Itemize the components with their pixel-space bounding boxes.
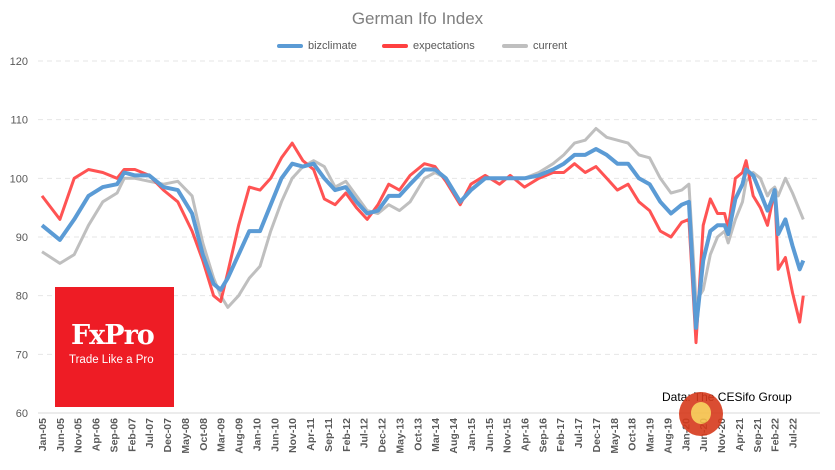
y-tick-label: 120 (10, 56, 28, 68)
x-tick-label: Jun-15 (484, 418, 496, 452)
y-tick-label: 80 (16, 291, 28, 303)
series-line-bizclimate (40, 147, 806, 330)
x-tick-label: Jul-22 (788, 418, 800, 449)
x-tick-label: Jun-10 (269, 418, 281, 452)
x-tick-label: Dec-17 (591, 418, 603, 453)
fxpro-logo: FxPro Trade Like a Pro (55, 287, 174, 407)
y-tick-label: 100 (10, 173, 28, 185)
x-tick-label: Nov-05 (73, 418, 85, 453)
legend-swatch-current (502, 44, 528, 48)
legend-item-bizclimate: bizclimate (277, 40, 357, 52)
x-tick-label: Jun-05 (55, 418, 67, 452)
x-tick-label: Apr-16 (519, 418, 531, 451)
y-tick-label: 60 (16, 408, 28, 420)
logo-brand: FxPro (71, 320, 155, 351)
x-tick-label: Mar-09 (216, 418, 228, 452)
x-tick-label: Jul-12 (359, 418, 371, 449)
legend-label-expectations: expectations (413, 40, 475, 52)
x-tick-label: Sep-06 (108, 418, 120, 453)
x-tick-label: Oct-13 (412, 418, 424, 451)
x-tick-label: Feb-07 (126, 418, 138, 452)
x-tick-label: Jan-05 (37, 418, 49, 451)
x-tick-label: May-18 (609, 418, 621, 454)
x-tick-label: Feb-22 (770, 418, 782, 452)
x-tick-label: Jul-07 (144, 418, 156, 449)
x-tick-label: Jan-10 (251, 418, 263, 451)
legend-label-bizclimate: bizclimate (308, 40, 357, 52)
watermark-logo-icon (679, 392, 723, 436)
y-tick-label: 70 (16, 349, 28, 361)
x-tick-label: Aug-14 (448, 418, 460, 454)
x-tick-label: Oct-08 (198, 418, 210, 451)
x-tick-label: Aug-09 (234, 418, 246, 454)
x-tick-label: Mar-14 (430, 418, 442, 452)
x-tick-label: Feb-17 (555, 418, 567, 452)
x-tick-label: Jul-17 (573, 418, 585, 449)
legend-swatch-bizclimate (277, 44, 303, 48)
x-tick-label: Apr-11 (305, 418, 317, 451)
legend-swatch-expectations (382, 44, 408, 48)
x-tick-label: Sep-11 (323, 418, 335, 452)
x-tick-label: Nov-10 (287, 418, 299, 453)
x-tick-label: Apr-06 (91, 418, 103, 451)
x-tick-label: Nov-20 (716, 418, 728, 453)
chart-title: German Ifo Index (351, 9, 484, 28)
legend-item-current: current (502, 40, 567, 52)
x-tick-label: Dec-07 (162, 418, 174, 453)
x-tick-label: Sep-21 (752, 418, 764, 453)
x-tick-label: Oct-18 (627, 418, 639, 451)
x-tick-label: Sep-16 (537, 418, 549, 453)
x-tick-label: May-13 (394, 418, 406, 454)
x-tick-label: Jan-15 (466, 418, 478, 451)
x-tick-label: May-08 (180, 418, 192, 454)
x-tick-label: Feb-12 (341, 418, 353, 452)
x-tick-label: Dec-12 (377, 418, 389, 453)
legend-label-current: current (533, 40, 568, 52)
x-tick-label: Nov-15 (502, 418, 514, 453)
series-line-expectations (40, 141, 805, 345)
x-tick-label: Apr-21 (734, 418, 746, 451)
y-tick-label: 110 (10, 115, 28, 127)
x-tick-label: Aug-19 (662, 418, 674, 454)
legend-item-expectations: expectations (382, 40, 475, 52)
y-tick-label: 90 (16, 232, 28, 244)
logo-tagline: Trade Like a Pro (69, 354, 154, 366)
x-tick-label: Mar-19 (645, 418, 657, 452)
